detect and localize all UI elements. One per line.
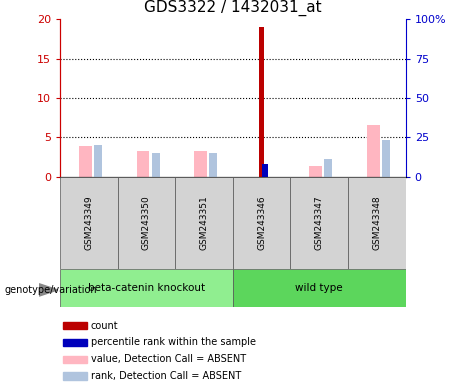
Bar	[63, 356, 87, 363]
Text: GSM243346: GSM243346	[257, 195, 266, 250]
Bar	[136, 151, 149, 177]
Bar	[63, 322, 87, 329]
Bar	[209, 153, 217, 177]
Text: GSM243350: GSM243350	[142, 195, 151, 250]
Text: beta-catenin knockout: beta-catenin knockout	[88, 283, 205, 293]
Bar	[194, 151, 207, 177]
Text: rank, Detection Call = ABSENT: rank, Detection Call = ABSENT	[90, 371, 241, 381]
Polygon shape	[39, 284, 58, 296]
Text: value, Detection Call = ABSENT: value, Detection Call = ABSENT	[90, 354, 246, 364]
Bar	[262, 164, 268, 177]
Bar	[290, 177, 348, 269]
Title: GDS3322 / 1432031_at: GDS3322 / 1432031_at	[144, 0, 322, 17]
Bar	[348, 177, 406, 269]
Bar	[382, 140, 390, 177]
Bar	[367, 126, 380, 177]
Bar	[118, 177, 175, 269]
Bar	[63, 372, 87, 380]
Text: GSM243351: GSM243351	[200, 195, 208, 250]
Bar	[325, 159, 332, 177]
Text: count: count	[90, 321, 118, 331]
Bar	[152, 153, 160, 177]
Text: wild type: wild type	[296, 283, 343, 293]
Bar	[60, 177, 118, 269]
Text: genotype/variation: genotype/variation	[5, 285, 97, 295]
Text: GSM243349: GSM243349	[84, 195, 93, 250]
Bar	[233, 177, 290, 269]
Text: GSM243347: GSM243347	[315, 195, 324, 250]
Bar	[175, 177, 233, 269]
Bar	[79, 146, 92, 177]
Text: GSM243348: GSM243348	[372, 195, 381, 250]
Text: percentile rank within the sample: percentile rank within the sample	[90, 338, 255, 348]
Bar	[94, 145, 102, 177]
Bar	[60, 269, 233, 307]
Bar	[233, 269, 406, 307]
Bar	[309, 166, 322, 177]
Bar	[63, 339, 87, 346]
Bar	[259, 27, 265, 177]
